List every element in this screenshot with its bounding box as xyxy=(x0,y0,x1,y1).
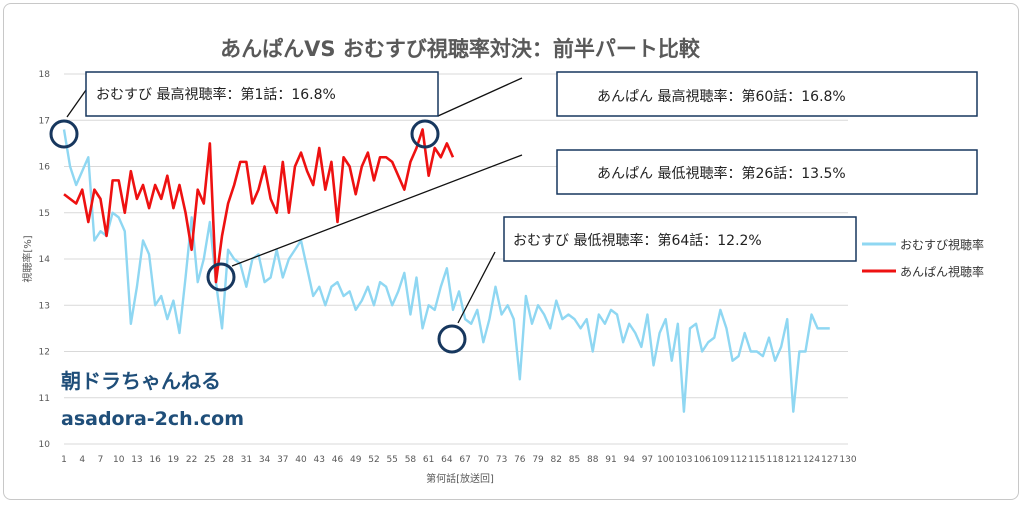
x-tick-label: 22 xyxy=(186,455,197,465)
x-tick-label: 85 xyxy=(569,455,580,465)
x-tick-label: 10 xyxy=(113,455,125,465)
x-tick-label: 76 xyxy=(514,455,526,465)
x-tick-label: 28 xyxy=(222,455,234,465)
circle-anpan-max xyxy=(410,119,440,149)
x-tick-label: 109 xyxy=(712,455,729,465)
x-axis-label: 第何話[放送回] xyxy=(426,472,494,485)
x-tick-label: 49 xyxy=(350,455,362,465)
series-lines xyxy=(62,128,830,413)
callout-box xyxy=(85,71,439,117)
callout-omusubi-max: おむすび 最高視聴率：第1話：16.8% xyxy=(85,71,439,117)
x-tick-labels: 1 4 7 10 13 16 19 22 25 28 31 34 37 40 43 46 49 52 55 58 61 6… xyxy=(61,455,857,465)
callout-box xyxy=(556,71,978,117)
x-tick-label: 118 xyxy=(766,455,783,465)
y-tick-label: 12 xyxy=(39,348,50,358)
series-line-anpan xyxy=(63,128,455,284)
x-tick-label: 19 xyxy=(168,455,180,465)
x-tick-label: 130 xyxy=(839,455,856,465)
circle-omusubi-max xyxy=(49,119,79,149)
x-tick-label: 46 xyxy=(332,455,344,465)
callout-box xyxy=(503,216,857,262)
x-tick-label: 91 xyxy=(605,455,616,465)
leader-line-omusubi-max xyxy=(66,89,87,118)
callout-omusubi-min: おむすび 最低視聴率：第64話：12.2% xyxy=(503,216,857,262)
x-tick-label: 106 xyxy=(694,455,711,465)
callout-leader-lines xyxy=(66,77,523,324)
x-tick-label: 67 xyxy=(459,455,470,465)
leader-line-omusubi-min xyxy=(457,251,496,324)
y-tick-label: 10 xyxy=(39,440,51,450)
callout-anpan-max: あんぱん 最高視聴率：第60話：16.8% xyxy=(556,71,978,117)
x-tick-label: 40 xyxy=(295,455,307,465)
y-tick-label: 14 xyxy=(39,255,51,265)
x-tick-label: 73 xyxy=(496,455,507,465)
x-tick-label: 124 xyxy=(803,455,820,465)
callout-text: あんぱん 最高視聴率：第60話：16.8% xyxy=(597,88,846,105)
x-tick-label: 97 xyxy=(642,455,653,465)
x-tick-label: 25 xyxy=(204,455,215,465)
x-tick-label: 1 xyxy=(61,455,67,465)
x-tick-label: 58 xyxy=(405,455,417,465)
y-tick-label: 13 xyxy=(39,301,50,311)
chart-frame xyxy=(3,3,1019,500)
x-tick-label: 37 xyxy=(277,455,288,465)
watermark-url: asadora-2ch.com xyxy=(61,408,244,430)
legend-label-omusubi: おむすび視聴率 xyxy=(900,237,984,252)
leader-line-anpan-max xyxy=(437,77,523,117)
x-tick-label: 7 xyxy=(98,455,104,465)
x-tick-label: 4 xyxy=(79,455,85,465)
x-tick-label: 115 xyxy=(748,455,765,465)
x-tick-label: 103 xyxy=(675,455,692,465)
watermark-name: 朝ドラちゃんねる xyxy=(61,369,221,393)
x-tick-label: 64 xyxy=(441,455,453,465)
y-tick-label: 18 xyxy=(39,70,51,80)
circle-anpan-min xyxy=(206,262,236,292)
x-tick-label: 16 xyxy=(149,455,161,465)
y-tick-label: 17 xyxy=(39,116,50,126)
y-tick-label: 16 xyxy=(39,163,51,173)
x-tick-label: 13 xyxy=(131,455,142,465)
x-tick-label: 127 xyxy=(821,455,838,465)
callout-box xyxy=(556,149,978,195)
y-tick-labels: 10 11 12 13 14 15 16 17 18 xyxy=(39,70,51,450)
x-tick-label: 70 xyxy=(478,455,490,465)
x-tick-label: 52 xyxy=(368,455,379,465)
x-tick-label: 112 xyxy=(730,455,747,465)
callout-text: おむすび 最低視聴率：第64話：12.2% xyxy=(513,232,762,249)
y-tick-label: 15 xyxy=(39,209,50,219)
callout-text: おむすび 最高視聴率：第1話：16.8% xyxy=(96,86,336,103)
x-tick-label: 121 xyxy=(785,455,802,465)
x-tick-label: 55 xyxy=(386,455,397,465)
x-tick-label: 88 xyxy=(587,455,599,465)
circle-omusubi-min xyxy=(437,324,467,354)
x-tick-label: 100 xyxy=(657,455,674,465)
callout-text: あんぱん 最低視聴率：第26話：13.5% xyxy=(597,165,846,182)
x-tick-label: 31 xyxy=(241,455,252,465)
leader-line-anpan-min xyxy=(231,154,523,267)
x-tick-label: 94 xyxy=(623,455,635,465)
x-tick-label: 61 xyxy=(423,455,434,465)
chart-title: あんぱんVS おむすび視聴率対決：前半パート比較 xyxy=(220,37,701,61)
y-axis-label: 視聴率[%] xyxy=(21,235,34,282)
y-tick-label: 11 xyxy=(39,394,50,404)
highlight-circles xyxy=(49,119,467,354)
series-line-omusubi xyxy=(62,129,830,413)
legend: おむすび視聴率 あんぱん視聴率 xyxy=(862,237,984,279)
x-tick-label: 43 xyxy=(314,455,325,465)
callout-anpan-min: あんぱん 最低視聴率：第26話：13.5% xyxy=(556,149,978,195)
x-tick-label: 82 xyxy=(551,455,562,465)
legend-label-anpan: あんぱん視聴率 xyxy=(900,264,984,279)
x-tick-label: 79 xyxy=(532,455,544,465)
x-tick-label: 34 xyxy=(259,455,271,465)
